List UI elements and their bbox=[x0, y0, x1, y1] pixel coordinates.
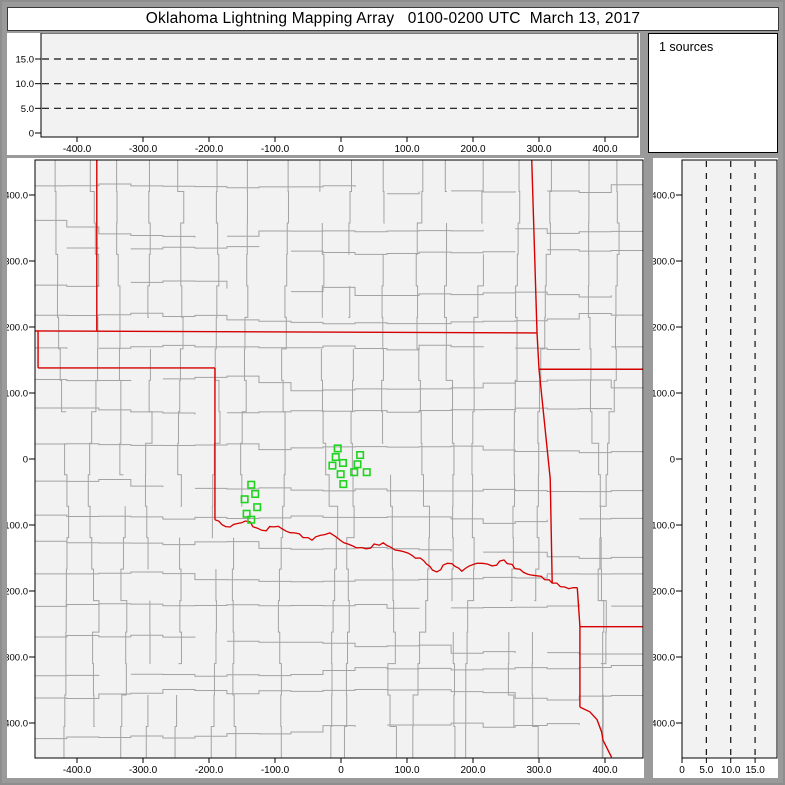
svg-text:300.0: 300.0 bbox=[653, 257, 675, 268]
svg-text:300.0: 300.0 bbox=[526, 765, 551, 776]
svg-text:-400.0: -400.0 bbox=[63, 144, 92, 155]
svg-text:300.0: 300.0 bbox=[526, 144, 551, 155]
axis-ticks: 0 5.0 10.0 15.0 400.0 300.0 200.0 100.0 0 -100.0 -… bbox=[653, 191, 765, 777]
svg-text:-100.0: -100.0 bbox=[261, 765, 290, 776]
source-marker bbox=[247, 515, 256, 524]
svg-text:15.0: 15.0 bbox=[745, 765, 765, 776]
svg-text:400.0: 400.0 bbox=[653, 191, 675, 202]
svg-text:200.0: 200.0 bbox=[7, 323, 28, 334]
svg-text:0: 0 bbox=[670, 455, 675, 466]
svg-text:200.0: 200.0 bbox=[460, 144, 485, 155]
svg-text:0: 0 bbox=[338, 765, 344, 776]
svg-text:0: 0 bbox=[679, 765, 685, 776]
source-count-label: 1 sources bbox=[659, 40, 714, 54]
county-lines bbox=[35, 160, 643, 758]
source-marker bbox=[331, 452, 340, 462]
source-marker bbox=[339, 480, 348, 489]
svg-text:200.0: 200.0 bbox=[653, 323, 675, 334]
svg-text:10.0: 10.0 bbox=[721, 765, 741, 776]
svg-text:0: 0 bbox=[29, 129, 34, 140]
altitude-ew-panel: -400.0 -300.0 -200.0 -100.0 0 100.0 200.0 300.0… bbox=[7, 33, 640, 155]
plan-view-map-plot: -400.0 -300.0 -200.0 -100.0 0 100.0 200.0 300.0… bbox=[7, 159, 644, 777]
svg-text:-100.0: -100.0 bbox=[7, 521, 28, 532]
source-marker bbox=[328, 461, 337, 470]
source-marker bbox=[242, 509, 251, 518]
svg-text:-300.0: -300.0 bbox=[129, 144, 158, 155]
svg-text:300.0: 300.0 bbox=[7, 257, 28, 268]
source-marker bbox=[356, 450, 365, 460]
source-marker bbox=[362, 468, 371, 477]
source-marker bbox=[338, 458, 348, 468]
source-marker bbox=[350, 468, 359, 477]
red-river-border bbox=[214, 519, 578, 590]
source-marker bbox=[333, 444, 342, 453]
source-marker bbox=[247, 480, 256, 489]
svg-text:-100.0: -100.0 bbox=[261, 144, 290, 155]
svg-text:-200.0: -200.0 bbox=[653, 587, 675, 598]
svg-text:-100.0: -100.0 bbox=[653, 521, 675, 532]
svg-text:400.0: 400.0 bbox=[7, 191, 28, 202]
plan-view-map-panel: -400.0 -300.0 -200.0 -100.0 0 100.0 200.0 300.0… bbox=[7, 158, 644, 778]
svg-text:-200.0: -200.0 bbox=[195, 144, 224, 155]
source-marker bbox=[253, 503, 262, 512]
svg-text:-300.0: -300.0 bbox=[653, 653, 675, 664]
svg-text:-400.0: -400.0 bbox=[63, 765, 92, 776]
lightning-sources bbox=[240, 444, 371, 524]
svg-text:100.0: 100.0 bbox=[653, 389, 675, 400]
source-marker bbox=[251, 489, 260, 499]
svg-text:400.0: 400.0 bbox=[592, 765, 617, 776]
svg-text:400.0: 400.0 bbox=[592, 144, 617, 155]
svg-text:100.0: 100.0 bbox=[7, 389, 28, 400]
page-title: Oklahoma Lightning Mapping Array 0100-02… bbox=[145, 10, 641, 27]
svg-text:100.0: 100.0 bbox=[394, 144, 419, 155]
svg-text:10.0: 10.0 bbox=[16, 79, 35, 90]
svg-text:5.0: 5.0 bbox=[699, 765, 713, 776]
axis-ticks: -400.0 -300.0 -200.0 -100.0 0 100.0 200.0 300.0… bbox=[7, 191, 618, 777]
axis-ticks: -400.0 -300.0 -200.0 -100.0 0 100.0 200.0 300.0… bbox=[16, 55, 618, 155]
svg-text:-300.0: -300.0 bbox=[7, 653, 28, 664]
svg-text:-400.0: -400.0 bbox=[7, 719, 28, 730]
altitude-ns-plot: 0 5.0 10.0 15.0 400.0 300.0 200.0 100.0 0 -100.0 -… bbox=[653, 159, 778, 777]
source-marker bbox=[336, 470, 345, 479]
svg-text:0: 0 bbox=[23, 455, 28, 466]
source-marker bbox=[240, 495, 249, 504]
source-count-panel: 1 sources bbox=[648, 33, 778, 153]
svg-text:0: 0 bbox=[338, 144, 344, 155]
svg-text:-200.0: -200.0 bbox=[195, 765, 224, 776]
svg-text:5.0: 5.0 bbox=[21, 104, 34, 115]
svg-text:100.0: 100.0 bbox=[394, 765, 419, 776]
title-bar: Oklahoma Lightning Mapping Array 0100-02… bbox=[7, 7, 779, 31]
state-borders bbox=[35, 160, 643, 758]
svg-text:-200.0: -200.0 bbox=[7, 587, 28, 598]
svg-text:200.0: 200.0 bbox=[460, 765, 485, 776]
altitude-ns-panel: 0 5.0 10.0 15.0 400.0 300.0 200.0 100.0 0 -100.0 -… bbox=[653, 158, 778, 778]
svg-text:-300.0: -300.0 bbox=[129, 765, 158, 776]
plot-area bbox=[681, 159, 778, 759]
source-marker bbox=[353, 460, 362, 469]
svg-text:15.0: 15.0 bbox=[16, 55, 35, 66]
altitude-ew-plot: -400.0 -300.0 -200.0 -100.0 0 100.0 200.0 300.0… bbox=[16, 33, 639, 155]
plot-area bbox=[40, 33, 639, 138]
svg-text:-400.0: -400.0 bbox=[653, 719, 675, 730]
